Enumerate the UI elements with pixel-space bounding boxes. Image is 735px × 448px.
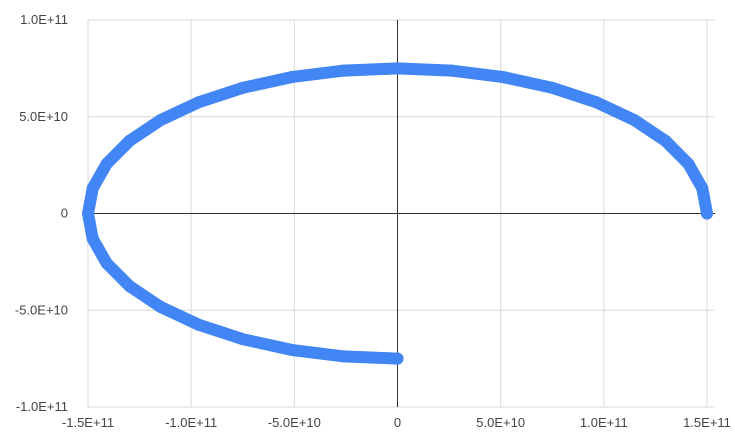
data-point (701, 207, 713, 220)
x-tick-label: 5.0E+10 (476, 415, 525, 430)
y-tick-label: -1.0E+11 (16, 399, 68, 414)
x-tick-label: 1.5E+11 (683, 415, 731, 430)
data-point (192, 318, 205, 331)
data-point (546, 81, 559, 94)
data-point (337, 350, 350, 363)
x-tick-label: 1.0E+11 (580, 415, 628, 430)
data-point (682, 157, 695, 170)
data-point (628, 114, 641, 127)
data-point (154, 300, 167, 313)
data-point (391, 62, 404, 75)
data-point (192, 96, 205, 109)
data-point (123, 280, 136, 293)
x-tick-labels: -1.5E+11 -1.0E+11 -5.0E+10 0 5.0E+10 1.0E+11 1… (62, 415, 731, 430)
data-point (82, 207, 94, 220)
series-layer (82, 62, 713, 365)
data-point (445, 64, 458, 77)
data-point (590, 96, 603, 109)
x-tick-label: 0 (394, 415, 401, 430)
data-point (123, 134, 136, 147)
series-line (82, 62, 713, 365)
data-point (659, 134, 672, 147)
data-point (285, 71, 298, 84)
y-tick-label: 1.0E+11 (20, 12, 68, 27)
data-point (100, 157, 113, 170)
x-tick-label: -5.0E+10 (268, 415, 321, 430)
data-point (236, 81, 249, 94)
data-point (86, 232, 99, 245)
zero-axes (88, 20, 715, 407)
y-tick-labels: 1.0E+11 5.0E+10 0 -5.0E+10 -1.0E+11 (15, 12, 68, 414)
y-tick-label: -5.0E+10 (15, 302, 68, 317)
data-point (337, 64, 350, 77)
data-point (236, 333, 249, 346)
x-tick-label: -1.5E+11 (62, 415, 114, 430)
data-point (285, 343, 298, 356)
y-tick-label: 0 (61, 206, 68, 221)
data-point (154, 114, 167, 127)
data-point (497, 71, 510, 84)
data-point (696, 182, 709, 195)
data-point (100, 257, 113, 270)
data-point (391, 352, 404, 365)
y-tick-label: 5.0E+10 (19, 109, 68, 124)
data-point (86, 182, 99, 195)
x-tick-label: -1.0E+11 (165, 415, 217, 430)
